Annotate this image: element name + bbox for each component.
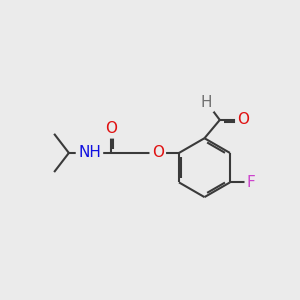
Text: F: F — [247, 175, 256, 190]
Text: O: O — [105, 121, 117, 136]
Text: H: H — [201, 95, 212, 110]
Text: O: O — [152, 146, 164, 160]
Text: O: O — [237, 112, 249, 128]
Text: NH: NH — [78, 146, 101, 160]
